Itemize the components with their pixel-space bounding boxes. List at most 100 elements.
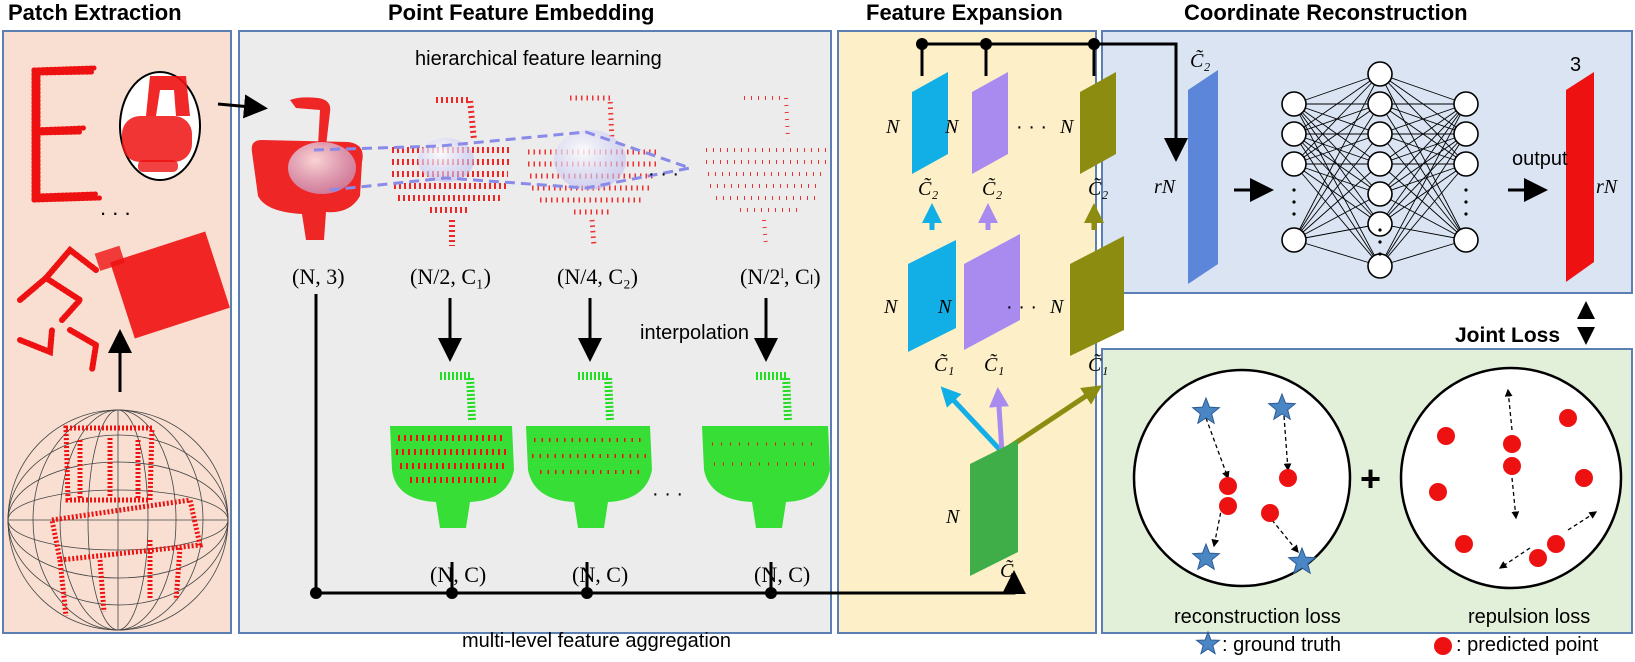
mlp-edge [1379,103,1467,195]
mlp-edge [1379,163,1467,241]
patch-extraction-drawing: . . . [7,65,230,631]
recon-predicted-points [1219,469,1297,522]
interpolation-caption: interpolation [640,322,749,344]
exp-n-top-3: N [1060,116,1074,138]
exp-dots-top: · · · [1016,116,1048,138]
exp-n-mid-1: N [884,296,898,318]
ground-truth-star [1287,546,1317,575]
title-feature-expansion: Feature Expansion [866,0,1063,25]
mlp-edge [1379,73,1467,241]
mlp-node [1367,121,1393,147]
mlp-node [1367,151,1393,177]
exp-c2-3: C̃₂ [1088,178,1109,200]
mlp-edge [1379,103,1467,135]
mlp-ellipsis-dot [1292,200,1296,204]
mlp-edge [1379,73,1467,105]
mlp-ellipsis-dot [1464,188,1468,192]
title-coordinate-reconstruction: Coordinate Reconstruction [1184,0,1468,25]
recon-input-side-label: rN [1154,176,1176,198]
patch-ellipsis: . . . [100,195,131,220]
legend-gt-label: : ground truth [1222,634,1341,656]
plane-c1-olive [1070,236,1124,356]
letter-e-cloud [31,65,103,203]
mlp-edge [1293,73,1381,105]
label-n4-c2: (N/4, C₂) [557,264,638,289]
repulsion-predicted-points [1429,409,1593,567]
patch-block-cloud [94,231,230,339]
mlp-node [1453,151,1479,177]
recon-output-top-label: 3 [1570,54,1582,76]
mlp-edge [1379,223,1467,241]
mlp-ellipsis-dot [1378,252,1382,256]
legend-pred-label: : predicted point [1456,634,1599,656]
mlp-edge [1293,223,1381,241]
label-n-c-3: (N, C) [754,562,811,587]
exp-dots-mid: · · · [1006,296,1038,318]
label-n-c-1: (N, C) [430,562,487,587]
aggregation-junctions [310,587,777,599]
mlp-node [1453,121,1479,147]
mlp-edge [1379,103,1467,165]
input-plane-blue [1188,70,1218,284]
patch-k-cloud [17,245,100,373]
mlp-ellipsis-dot [1292,212,1296,216]
interp-cloud-3 [702,372,830,528]
mlp-edge [1293,73,1381,241]
wire-sphere [7,409,229,631]
interp-cloud-2 [526,372,652,528]
exp-n-mid-3: N [1050,296,1064,318]
title-patch-extraction: Patch Extraction [8,0,182,25]
mlp-edge [1293,73,1381,135]
mlp-node [1453,91,1479,117]
mlp-edge [1379,103,1467,267]
grouping-balls [288,130,696,194]
mlp-edge [1293,163,1381,267]
mlp-node [1367,211,1393,237]
mlp-edge [1379,239,1467,267]
plane-c2-cyan [912,72,948,174]
embedding-ellipsis-bottom: · · · [652,483,683,505]
mlp-network [1281,61,1479,279]
expansion-top-bus [920,42,1188,162]
mlp-node [1281,227,1307,253]
ground-truth-star [1191,542,1221,571]
plane-c-green [970,440,1018,576]
label-n-c-2: (N, C) [572,562,629,587]
mlp-node [1281,151,1307,177]
mlp-ellipsis-dot [1292,188,1296,192]
repulsion-dashed-links [1498,388,1598,569]
exp-c2-2: C̃₂ [982,178,1003,200]
exp-n-mid-2: N [938,296,952,318]
mlp-edge [1293,73,1381,165]
mlp-edge [1379,133,1467,225]
mlp-node [1367,181,1393,207]
mlp-edge [1293,239,1381,267]
legend-star [1195,630,1221,655]
exp-c1-1: C̃₁ [934,354,955,376]
mlp-edge [1379,133,1467,267]
plane-c1-cyan [908,240,956,352]
exp-c-tilde: C̃ [1000,560,1014,582]
label-n-3: (N, 3) [292,264,345,289]
mlp-edge [1379,163,1467,267]
mlp-node [1367,91,1393,117]
recon-ground-truth-stars [1191,392,1317,575]
exp-n-bottom: N [946,506,960,528]
mlp-edge [1293,103,1381,267]
recon-dashed-links [1205,415,1299,554]
mlp-edge [1293,103,1381,165]
legend-red-dot [1434,637,1452,655]
recon-input-top-label: C̃₂ [1190,50,1211,72]
mlp-edge [1379,193,1467,241]
title-point-feature-embedding: Point Feature Embedding [388,0,655,25]
mlp-edge [1293,163,1381,225]
ground-truth-star [1191,396,1221,425]
point-feature-embedding-panel [238,30,832,634]
exp-n-top-2: N [945,116,959,138]
mlp-ellipsis-dot [1464,200,1468,204]
cloud-level-l [706,96,826,247]
plane-c2-violet [972,72,1008,174]
expansion-bus-junctions [916,38,1100,50]
mlp-edge [1293,133,1381,267]
mlp-edge [1293,133,1381,165]
